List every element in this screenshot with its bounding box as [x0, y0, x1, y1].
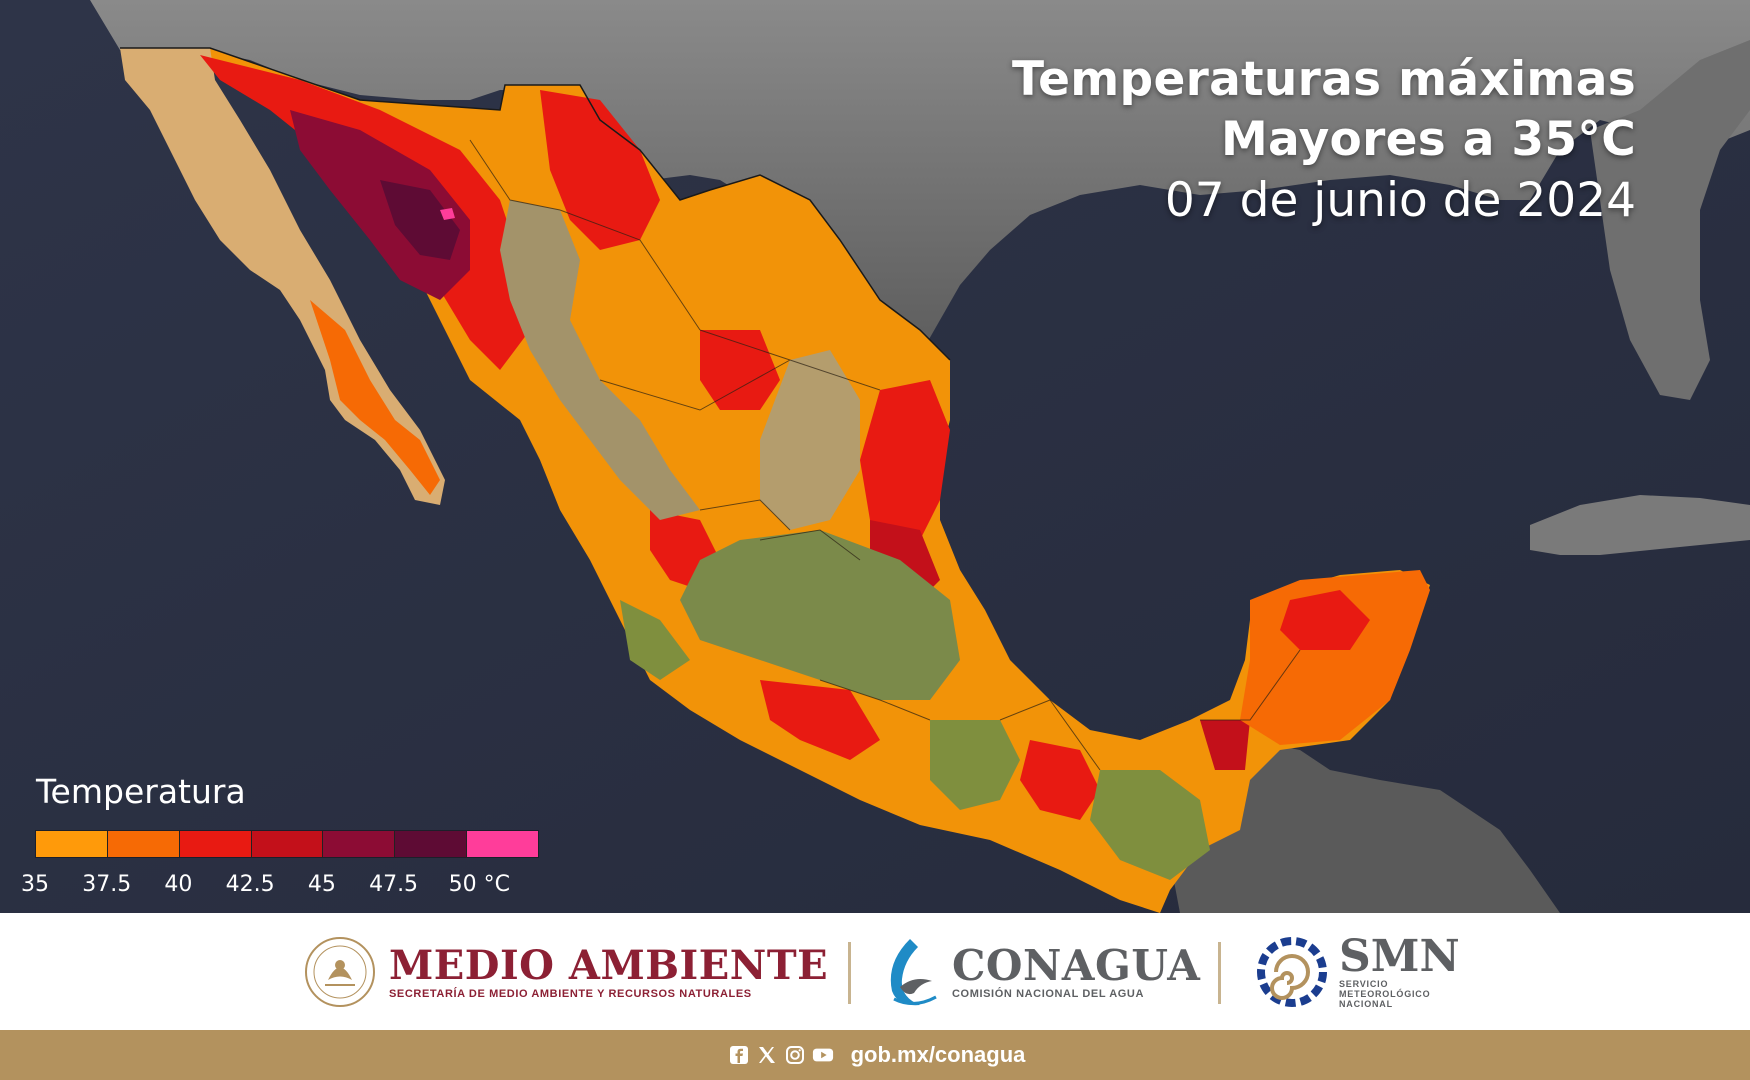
- zone-guerrero: [760, 680, 880, 760]
- zone-50: [440, 208, 455, 220]
- cuba: [1530, 495, 1750, 555]
- smn-spiral-icon: [1257, 936, 1327, 1007]
- zone-yucatan-hot: [1280, 590, 1370, 650]
- footer-logos: MEDIO AMBIENTE SECRETARÍA DE MEDIO AMBIE…: [0, 913, 1750, 1030]
- x-icon[interactable]: [756, 1044, 778, 1066]
- legend-tick-label: 40: [164, 872, 193, 897]
- state-lines: [469, 139, 1301, 771]
- highland-chiapas: [1090, 770, 1210, 880]
- highland-oaxaca: [930, 720, 1020, 810]
- conagua-name: CONAGUA: [952, 940, 1201, 990]
- legend-swatch: [467, 831, 539, 857]
- legend-swatch: [251, 831, 324, 857]
- border-line: [120, 47, 951, 361]
- legend-title: Temperatura: [36, 772, 246, 811]
- legend-swatch: [179, 831, 252, 857]
- mexico-coat-of-arms-icon: [305, 936, 375, 1007]
- highland-sierra: [500, 200, 700, 520]
- highland-south-coast: [620, 600, 690, 680]
- highland-plateau: [760, 350, 860, 530]
- instagram-icon[interactable]: [784, 1044, 806, 1066]
- divider: [848, 942, 851, 1004]
- map-date: 07 de junio de 2024: [1164, 173, 1636, 228]
- conagua-subtitle: COMISIÓN NACIONAL DEL AGUA: [952, 987, 1145, 1000]
- central-america: [1170, 740, 1560, 913]
- legend-labels: 35 37.5 40 42.5 45 47.5 50 °C: [16, 872, 536, 902]
- legend-tick-label: 45: [307, 872, 336, 897]
- legend-tick-label: 42.5: [225, 872, 275, 897]
- smn-logo[interactable]: SMN SERVICIO METEOROLÓGICO NACIONAL: [1253, 913, 1460, 1030]
- conagua-wave-icon: [890, 938, 937, 1005]
- youtube-icon[interactable]: [812, 1044, 834, 1066]
- map-title-line2: Mayores a 35°C: [1220, 112, 1636, 167]
- legend-tick-label: 50 °C: [448, 872, 510, 897]
- divider: [1218, 942, 1221, 1004]
- zone-tabasco: [1200, 720, 1250, 770]
- zone-sonora-north: [540, 90, 660, 250]
- legend-swatch: [36, 831, 108, 857]
- florida: [1590, 40, 1750, 400]
- zone-475: [380, 180, 460, 260]
- temperature-map: Temperaturas máximas Mayores a 35°C 07 d…: [0, 0, 1750, 913]
- smn-subtitle: SERVICIO METEOROLÓGICO NACIONAL: [1339, 978, 1431, 1009]
- conagua-logo[interactable]: CONAGUA COMISIÓN NACIONAL DEL AGUA: [880, 913, 1200, 1030]
- legend-swatch: [395, 831, 468, 857]
- medio-ambiente-name: MEDIO AMBIENTE: [389, 941, 829, 989]
- zone-coahuila: [860, 380, 950, 560]
- smn-name: SMN: [1339, 930, 1460, 982]
- legend-tick-label: 37.5: [82, 872, 132, 897]
- legend-swatch: [107, 831, 180, 857]
- map-title-line1: Temperaturas máximas: [1011, 52, 1636, 107]
- facebook-icon[interactable]: [728, 1044, 750, 1066]
- legend-swatch: [323, 831, 396, 857]
- website-link[interactable]: gob.mx/conagua: [850, 1042, 1026, 1067]
- baja-hot-coast: [310, 300, 440, 495]
- medio-ambiente-logo[interactable]: MEDIO AMBIENTE SECRETARÍA DE MEDIO AMBIE…: [303, 913, 828, 1030]
- medio-ambiente-subtitle: SECRETARÍA DE MEDIO AMBIENTE Y RECURSOS …: [389, 987, 752, 1000]
- zone-oaxaca: [1020, 740, 1100, 820]
- map-canvas: [0, 0, 1750, 913]
- map-title-block: Temperaturas máximas Mayores a 35°C 07 d…: [1012, 50, 1636, 232]
- footer-social-bar: gob.mx/conagua: [0, 1030, 1750, 1080]
- legend-colorbar: [35, 830, 539, 858]
- legend-tick-label: 35: [21, 872, 49, 897]
- legend-tick-label: 47.5: [369, 872, 419, 897]
- highland-central: [680, 530, 960, 700]
